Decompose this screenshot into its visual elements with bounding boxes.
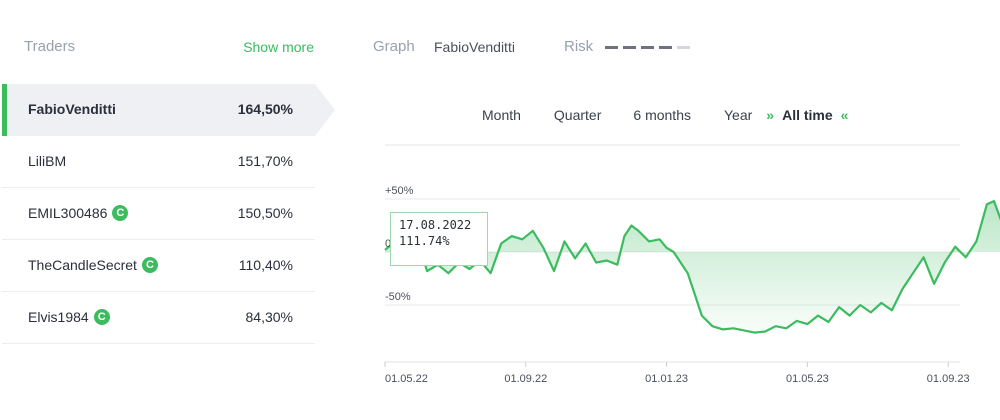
trader-name: EMIL300486 C	[28, 205, 129, 221]
trader-row-thecandlesecret[interactable]: TheCandleSecret C 110,40%	[2, 240, 315, 292]
chevron-double-right-icon: »	[766, 107, 775, 123]
performance-line	[384, 200, 1000, 334]
trader-name-text: LiliBM	[28, 153, 67, 169]
tooltip-value: 111.74%	[399, 234, 450, 248]
graph-trader-name: FabioVenditti	[434, 39, 515, 55]
traders-header: Traders Show more	[24, 38, 316, 58]
verified-badge-icon: C	[141, 257, 158, 273]
trader-name: Elvis1984 C	[28, 309, 110, 325]
x-tick-label: 01.05.22	[385, 373, 428, 385]
verified-badge-icon: C	[93, 309, 110, 325]
chevron-double-left-icon: «	[840, 107, 849, 123]
x-tick-label: 01.09.22	[504, 373, 547, 385]
show-more-link[interactable]: Show more	[243, 39, 314, 55]
trader-name-text: FabioVenditti	[28, 101, 116, 117]
trader-return: 151,70%	[237, 153, 293, 169]
risk-bar	[623, 46, 636, 49]
performance-area	[385, 201, 1000, 333]
chart-tooltip: 17.08.2022 111.74%	[390, 212, 488, 266]
y-tick-label: +50%	[385, 185, 414, 197]
graph-title: Graph	[373, 38, 415, 55]
period-tabs: Month Quarter 6 months Year » All time «	[482, 106, 848, 124]
risk-bar	[677, 46, 690, 49]
traders-title: Traders	[24, 38, 76, 55]
trader-row-emil300486[interactable]: EMIL300486 C 150,50%	[2, 188, 315, 240]
risk-bar	[659, 46, 672, 49]
x-tick-label: 01.09.23	[927, 373, 970, 385]
x-tick-label: 01.05.23	[786, 373, 829, 385]
trader-name: FabioVenditti	[28, 101, 116, 117]
trader-row-fabiovenditti[interactable]: FabioVenditti 164,50%	[2, 84, 335, 136]
y-tick-label: -50%	[385, 291, 411, 303]
trader-return: 110,40%	[238, 257, 293, 273]
y-tick-label: 0	[385, 238, 391, 250]
trader-name: LiliBM	[28, 153, 66, 169]
risk-meter	[605, 46, 690, 49]
x-tick-label: 01.01.23	[645, 373, 688, 385]
trader-row-lilibm[interactable]: LiliBM 151,70%	[2, 136, 315, 188]
tab-6-months[interactable]: 6 months	[633, 107, 691, 123]
trader-row-elvis1984[interactable]: Elvis1984 C 84,30%	[2, 292, 315, 344]
trader-return: 150,50%	[237, 205, 293, 221]
risk-bar	[641, 46, 654, 49]
verified-badge-icon: C	[112, 205, 129, 221]
trader-return: 164,50%	[237, 101, 293, 117]
trader-name-text: Elvis1984	[28, 309, 89, 325]
risk-bar	[605, 46, 618, 49]
tab-all-time[interactable]: All time	[782, 107, 833, 123]
traders-list: FabioVenditti 164,50% LiliBM 151,70% EMI…	[2, 84, 335, 344]
trader-name-text: EMIL300486	[28, 205, 108, 221]
tab-year[interactable]: Year	[723, 107, 753, 123]
tab-quarter[interactable]: Quarter	[553, 107, 602, 123]
tab-month[interactable]: Month	[482, 107, 521, 123]
trader-name-text: TheCandleSecret	[28, 257, 137, 273]
trader-return: 84,30%	[245, 309, 293, 325]
trader-name: TheCandleSecret C	[28, 257, 158, 273]
risk-label: Risk	[564, 38, 594, 55]
tooltip-date: 17.08.2022	[399, 218, 472, 232]
